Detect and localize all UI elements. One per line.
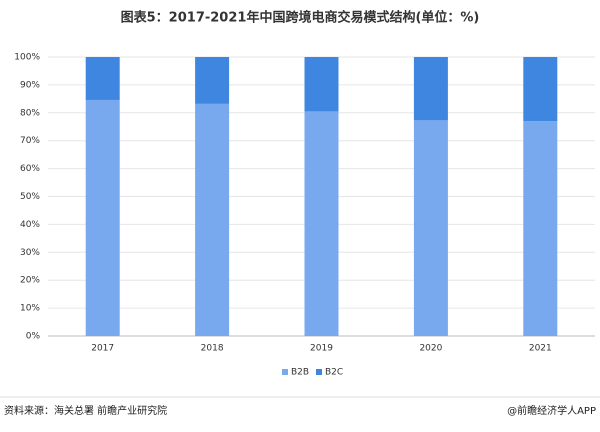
legend-label: B2C <box>325 368 343 378</box>
legend-swatch <box>316 369 322 375</box>
x-tick-label: 2020 <box>419 344 442 354</box>
x-tick-label: 2021 <box>529 344 552 354</box>
y-tick-label: 0% <box>26 332 41 342</box>
y-tick-label: 20% <box>20 276 40 286</box>
y-tick-label: 30% <box>20 248 40 258</box>
source: 资料来源：海关总署 前瞻产业研究院 <box>4 404 167 417</box>
bar-segment <box>413 57 448 121</box>
bar-segment <box>304 111 339 336</box>
bar-segment <box>195 103 230 336</box>
bar-segment <box>523 121 558 336</box>
chart-title: 图表5：2017-2021年中国跨境电商交易模式结构(单位：%) <box>121 10 480 26</box>
y-tick-label: 60% <box>20 164 40 174</box>
y-tick-label: 10% <box>20 304 40 314</box>
y-tick-label: 90% <box>20 80 40 90</box>
y-tick-label: 40% <box>20 220 40 230</box>
credit: @前瞻经济学人APP <box>507 404 596 417</box>
bar-segment <box>85 99 120 336</box>
bar-segment <box>413 120 448 336</box>
bar-segment <box>523 57 558 122</box>
x-tick-label: 2019 <box>310 344 333 354</box>
y-tick-label: 100% <box>14 53 40 63</box>
bar-segment <box>304 57 339 112</box>
y-tick-label: 70% <box>20 136 40 146</box>
bar-segment <box>195 57 230 104</box>
y-tick-label: 80% <box>20 108 40 118</box>
legend-label: B2B <box>291 368 309 378</box>
x-tick-label: 2017 <box>91 344 114 354</box>
y-tick-label: 50% <box>20 192 40 202</box>
legend-swatch <box>282 369 288 375</box>
bar-segment <box>85 57 120 100</box>
x-tick-label: 2018 <box>201 344 224 354</box>
